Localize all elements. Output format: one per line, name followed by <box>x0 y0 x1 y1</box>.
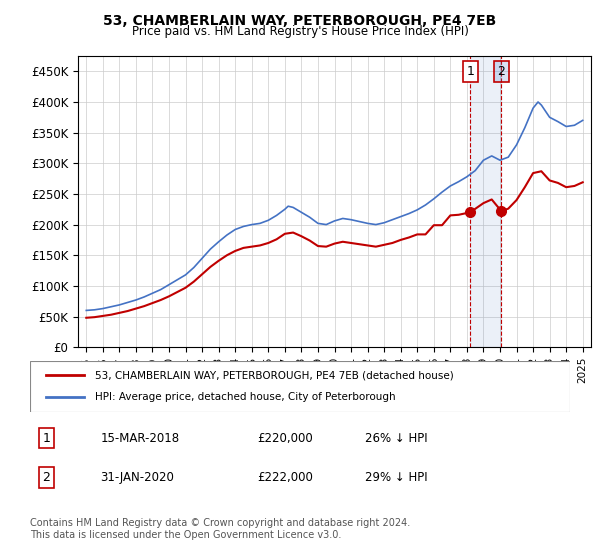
Text: 29% ↓ HPI: 29% ↓ HPI <box>365 471 427 484</box>
Text: Price paid vs. HM Land Registry's House Price Index (HPI): Price paid vs. HM Land Registry's House … <box>131 25 469 38</box>
FancyBboxPatch shape <box>30 361 570 412</box>
Text: 1: 1 <box>466 65 474 78</box>
Text: 1: 1 <box>42 432 50 445</box>
Bar <box>470 56 502 347</box>
Text: £220,000: £220,000 <box>257 432 313 445</box>
Text: Contains HM Land Registry data © Crown copyright and database right 2024.
This d: Contains HM Land Registry data © Crown c… <box>30 518 410 540</box>
Text: 53, CHAMBERLAIN WAY, PETERBOROUGH, PE4 7EB: 53, CHAMBERLAIN WAY, PETERBOROUGH, PE4 7… <box>103 14 497 28</box>
Text: 53, CHAMBERLAIN WAY, PETERBOROUGH, PE4 7EB (detached house): 53, CHAMBERLAIN WAY, PETERBOROUGH, PE4 7… <box>95 370 454 380</box>
Text: HPI: Average price, detached house, City of Peterborough: HPI: Average price, detached house, City… <box>95 393 395 403</box>
Text: 2: 2 <box>497 65 505 78</box>
Text: £222,000: £222,000 <box>257 471 313 484</box>
Text: 26% ↓ HPI: 26% ↓ HPI <box>365 432 427 445</box>
Text: 31-JAN-2020: 31-JAN-2020 <box>100 471 174 484</box>
Text: 15-MAR-2018: 15-MAR-2018 <box>100 432 179 445</box>
Text: 2: 2 <box>42 471 50 484</box>
